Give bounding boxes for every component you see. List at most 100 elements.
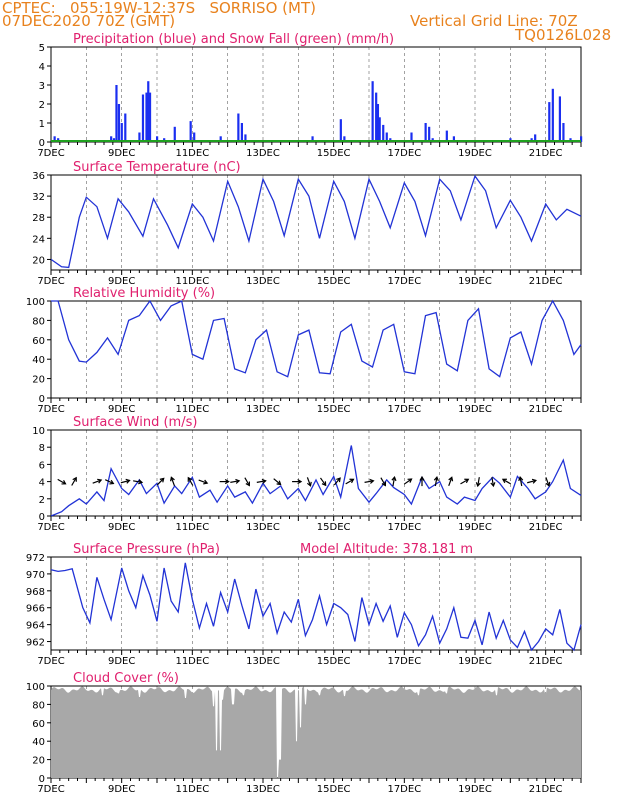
wind-arrow-head bbox=[531, 478, 538, 484]
temp-xtick-label: 11DEC bbox=[175, 276, 209, 287]
wind-arrow-head bbox=[475, 482, 481, 488]
cloud-xtick-label: 9DEC bbox=[108, 784, 135, 795]
wind-arrow-head bbox=[245, 481, 251, 487]
rh-ytick-label: 60 bbox=[32, 336, 45, 347]
wind-xtick-label: 17DEC bbox=[387, 522, 421, 533]
precip-bar bbox=[124, 113, 127, 142]
precip-bar bbox=[219, 136, 222, 142]
precip-bar bbox=[343, 136, 346, 142]
pressure-annotation: Model Altitude: 378.181 m bbox=[300, 542, 473, 557]
rh-ytick-label: 100 bbox=[26, 297, 45, 308]
wind-arrow bbox=[434, 477, 438, 487]
precip-bar bbox=[53, 136, 56, 142]
precip-bar bbox=[378, 117, 381, 142]
wind-arrow bbox=[491, 477, 495, 487]
pressure-xtick-label: 11DEC bbox=[175, 656, 209, 667]
wind-arrow bbox=[519, 477, 523, 487]
wind-arrow-head bbox=[381, 481, 387, 487]
precip-bar bbox=[339, 119, 342, 142]
pressure-xtick-label: 9DEC bbox=[108, 656, 135, 667]
wind-xtick-label: 11DEC bbox=[175, 522, 209, 533]
precip-bar bbox=[562, 123, 565, 142]
precip-bar bbox=[371, 81, 374, 142]
precip-bar bbox=[445, 130, 448, 142]
precip-xtick-label: 19DEC bbox=[458, 148, 492, 159]
cloud-title: Cloud Cover (%) bbox=[73, 671, 179, 686]
wind-arrow-head bbox=[138, 479, 144, 485]
cloud-ytick-label: 60 bbox=[32, 719, 45, 730]
wind-arrow-head bbox=[276, 480, 282, 486]
precip-ytick-label: 0 bbox=[39, 138, 45, 149]
precip-bar bbox=[244, 134, 247, 142]
wind-arrow-head bbox=[419, 475, 425, 481]
precip-ytick-label: 3 bbox=[39, 81, 45, 92]
wind-arrow bbox=[460, 478, 469, 485]
cloud-ytick-label: 40 bbox=[32, 737, 45, 748]
temp-ytick-label: 20 bbox=[32, 255, 45, 266]
temp-ytick-label: 32 bbox=[32, 192, 45, 203]
wind-arrow-head bbox=[518, 476, 524, 482]
precip-bar bbox=[120, 123, 123, 142]
precip-ytick-label: 2 bbox=[39, 100, 45, 111]
rh-xtick-label: 13DEC bbox=[246, 404, 280, 415]
wind-arrow-head bbox=[490, 482, 496, 488]
pressure-ytick-label: 962 bbox=[26, 638, 45, 649]
wind-arrow bbox=[273, 478, 281, 485]
wind-xtick-label: 13DEC bbox=[246, 522, 280, 533]
temp-xtick-label: 13DEC bbox=[246, 276, 280, 287]
model-code: TQ0126L028 bbox=[515, 26, 612, 44]
rh-title: Relative Humidity (%) bbox=[73, 286, 215, 301]
wind-ytick-label: 4 bbox=[39, 478, 45, 489]
temp-xtick-label: 7DEC bbox=[37, 276, 64, 287]
wind-arrow bbox=[256, 480, 266, 483]
precip-bar bbox=[117, 104, 121, 142]
wind-arrow-head bbox=[321, 481, 327, 487]
precip-bar bbox=[580, 136, 583, 142]
wind-ytick-label: 0 bbox=[39, 512, 45, 523]
rh-xtick-label: 7DEC bbox=[37, 404, 64, 415]
precip-xtick-label: 7DEC bbox=[37, 148, 64, 159]
wind-arrow-head bbox=[448, 476, 454, 482]
precip-bar bbox=[551, 88, 554, 142]
pressure-line bbox=[50, 562, 582, 652]
wind-arrow-head bbox=[125, 478, 131, 484]
precip-ytick-label: 5 bbox=[39, 43, 45, 54]
wind-line bbox=[50, 445, 582, 517]
wind-panel bbox=[47, 429, 582, 521]
wind-arrow bbox=[170, 477, 176, 487]
cloud-xtick-label: 15DEC bbox=[317, 784, 351, 795]
precip-bar bbox=[193, 132, 196, 142]
wind-xtick-label: 9DEC bbox=[108, 522, 135, 533]
wind-arrow bbox=[104, 479, 114, 485]
wind-arrow bbox=[156, 477, 165, 486]
pressure-xtick-label: 21DEC bbox=[529, 656, 563, 667]
precip-xtick-label: 17DEC bbox=[387, 148, 421, 159]
temp-line bbox=[50, 174, 582, 269]
precip-xtick-label: 15DEC bbox=[317, 148, 351, 159]
wind-ytick-label: 10 bbox=[32, 426, 45, 437]
rh-ytick-label: 40 bbox=[32, 355, 45, 366]
rh-xtick-label: 15DEC bbox=[317, 404, 351, 415]
wind-arrow-head bbox=[61, 480, 67, 485]
wind-arrow-head bbox=[224, 479, 230, 485]
rh-ytick-label: 0 bbox=[39, 394, 45, 405]
pressure-ytick-label: 968 bbox=[26, 587, 45, 598]
wind-arrow-head bbox=[501, 478, 507, 484]
precip-bar bbox=[452, 136, 455, 142]
temp-xtick-label: 15DEC bbox=[317, 276, 351, 287]
precip-bar bbox=[534, 134, 537, 142]
wind-arrow-head bbox=[407, 478, 413, 483]
wind-arrow-head bbox=[297, 479, 303, 485]
precip-bar bbox=[147, 81, 150, 142]
precip-bar bbox=[410, 132, 413, 142]
precip-bar bbox=[548, 102, 551, 142]
precip-bar bbox=[375, 92, 378, 142]
temp-ytick-label: 24 bbox=[32, 234, 45, 245]
precip-bar bbox=[311, 136, 314, 142]
wind-arrow bbox=[71, 477, 77, 486]
precip-xtick-label: 13DEC bbox=[246, 148, 280, 159]
rh-xtick-label: 19DEC bbox=[458, 404, 492, 415]
wind-arrow-head bbox=[203, 479, 209, 485]
wind-arrow-head bbox=[464, 478, 470, 484]
